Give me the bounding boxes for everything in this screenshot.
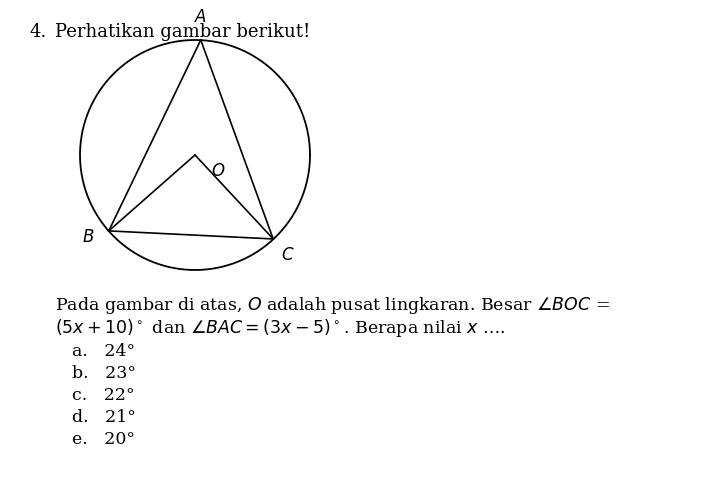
- Text: Perhatikan gambar berikut!: Perhatikan gambar berikut!: [55, 23, 310, 41]
- Text: c.   22°: c. 22°: [72, 387, 134, 404]
- Text: $O$: $O$: [211, 163, 225, 180]
- Text: $(5x + 10)^\circ$ dan $\angle BAC = (3x - 5)^\circ$. Berapa nilai $x$ ….: $(5x + 10)^\circ$ dan $\angle BAC = (3x …: [55, 317, 505, 339]
- Text: 4.: 4.: [30, 23, 47, 41]
- Text: b.   23°: b. 23°: [72, 365, 136, 382]
- Text: e.   20°: e. 20°: [72, 431, 135, 448]
- Text: $B$: $B$: [82, 229, 95, 246]
- Text: Pada gambar di atas, $O$ adalah pusat lingkaran. Besar $\angle BOC$ =: Pada gambar di atas, $O$ adalah pusat li…: [55, 295, 610, 316]
- Text: a.   24°: a. 24°: [72, 343, 135, 360]
- Text: $C$: $C$: [281, 247, 295, 264]
- Text: d.   21°: d. 21°: [72, 409, 136, 426]
- Text: $A$: $A$: [194, 9, 207, 26]
